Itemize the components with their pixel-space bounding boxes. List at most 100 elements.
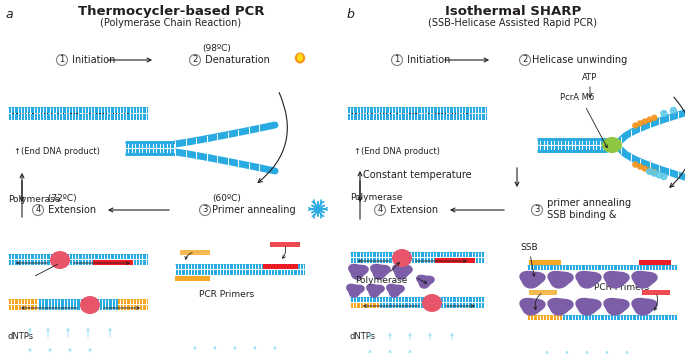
Bar [562, 315, 677, 320]
Polygon shape [296, 53, 304, 63]
Bar [350, 296, 485, 301]
Text: Extension: Extension [45, 205, 96, 215]
Text: Helicase unwinding: Helicase unwinding [532, 55, 627, 65]
Text: 3: 3 [534, 205, 540, 214]
Circle shape [638, 121, 643, 126]
Circle shape [661, 110, 667, 117]
Bar [347, 114, 487, 120]
Polygon shape [632, 299, 657, 315]
Bar [175, 264, 305, 269]
Polygon shape [298, 55, 302, 61]
Bar [350, 303, 380, 308]
Bar [8, 305, 148, 310]
Circle shape [633, 123, 638, 128]
Text: Starting DNA template: Starting DNA template [8, 108, 134, 118]
Ellipse shape [392, 249, 412, 267]
Text: 2: 2 [192, 56, 198, 65]
Bar [175, 270, 305, 275]
Circle shape [661, 174, 667, 179]
Bar [8, 299, 148, 304]
Text: Initiation: Initiation [404, 55, 450, 65]
Bar [527, 315, 677, 320]
Ellipse shape [80, 296, 100, 314]
Polygon shape [604, 271, 629, 288]
Circle shape [643, 119, 647, 124]
Bar [8, 253, 148, 258]
Polygon shape [416, 275, 434, 288]
Text: SSB: SSB [520, 243, 538, 252]
Text: Thermocycler-based PCR: Thermocycler-based PCR [78, 5, 264, 18]
Polygon shape [548, 299, 573, 315]
Bar [642, 290, 670, 295]
Text: Initiation: Initiation [69, 55, 115, 65]
Text: Denaturation: Denaturation [202, 55, 270, 65]
Polygon shape [366, 284, 384, 297]
Text: primer annealing: primer annealing [544, 198, 631, 208]
Bar [8, 106, 148, 113]
Text: 1: 1 [60, 56, 64, 65]
Text: 4: 4 [36, 205, 40, 214]
Circle shape [651, 170, 658, 176]
Bar [527, 265, 677, 270]
Circle shape [647, 169, 653, 174]
Polygon shape [520, 299, 545, 315]
Text: dNTPs: dNTPs [8, 332, 34, 341]
Bar [350, 252, 485, 257]
Text: dNTPs: dNTPs [350, 332, 376, 341]
Text: 1: 1 [395, 56, 399, 65]
Text: Primer annealing: Primer annealing [212, 205, 296, 215]
Bar [270, 242, 300, 247]
Bar [380, 303, 485, 308]
Text: b: b [347, 8, 355, 21]
Circle shape [638, 164, 643, 169]
Text: PCR Primers: PCR Primers [199, 290, 255, 299]
Text: (60ºC): (60ºC) [212, 195, 241, 204]
Circle shape [656, 172, 662, 178]
Circle shape [647, 168, 652, 173]
Bar [529, 260, 561, 265]
Polygon shape [548, 271, 573, 288]
Ellipse shape [602, 137, 622, 153]
Bar [8, 260, 148, 265]
Text: Constant temperature: Constant temperature [362, 170, 471, 180]
Text: (Polymerase Chain Reaction): (Polymerase Chain Reaction) [101, 18, 242, 28]
Text: Starting DNA template: Starting DNA template [347, 108, 472, 118]
Polygon shape [576, 271, 601, 288]
Text: ↑(End DNA product): ↑(End DNA product) [14, 147, 100, 156]
Text: 2: 2 [523, 56, 527, 65]
Polygon shape [576, 299, 601, 315]
Circle shape [652, 115, 657, 120]
Circle shape [652, 170, 657, 175]
Text: (SSB-Helicase Assisted Rapid PCR): (SSB-Helicase Assisted Rapid PCR) [429, 18, 597, 28]
Text: 3: 3 [202, 205, 208, 214]
Ellipse shape [50, 251, 70, 269]
Bar [8, 114, 148, 120]
Text: 4: 4 [377, 205, 383, 214]
Bar [175, 276, 210, 281]
Bar [347, 106, 487, 113]
Circle shape [671, 108, 676, 113]
Polygon shape [347, 284, 364, 297]
Text: PCR Primers: PCR Primers [595, 283, 649, 292]
Circle shape [633, 162, 638, 167]
Text: a: a [5, 8, 12, 21]
Text: Polymerase: Polymerase [8, 195, 60, 204]
Text: Extension: Extension [387, 205, 438, 215]
Bar [263, 264, 298, 269]
Text: Polymerase: Polymerase [350, 193, 402, 203]
Text: Polymerase: Polymerase [355, 262, 408, 285]
Polygon shape [349, 265, 368, 279]
Bar [180, 250, 210, 255]
Text: SSB binding &: SSB binding & [544, 210, 616, 220]
Text: Isothermal SHARP: Isothermal SHARP [445, 5, 581, 18]
Bar [93, 260, 133, 265]
Bar [350, 258, 485, 263]
Ellipse shape [422, 294, 442, 312]
Polygon shape [371, 265, 390, 279]
Text: ATP: ATP [582, 73, 597, 82]
Circle shape [643, 166, 647, 171]
Polygon shape [387, 284, 404, 297]
Text: (98ºC): (98ºC) [202, 44, 231, 53]
Bar [38, 299, 118, 310]
Text: PcrA M6: PcrA M6 [560, 93, 595, 102]
